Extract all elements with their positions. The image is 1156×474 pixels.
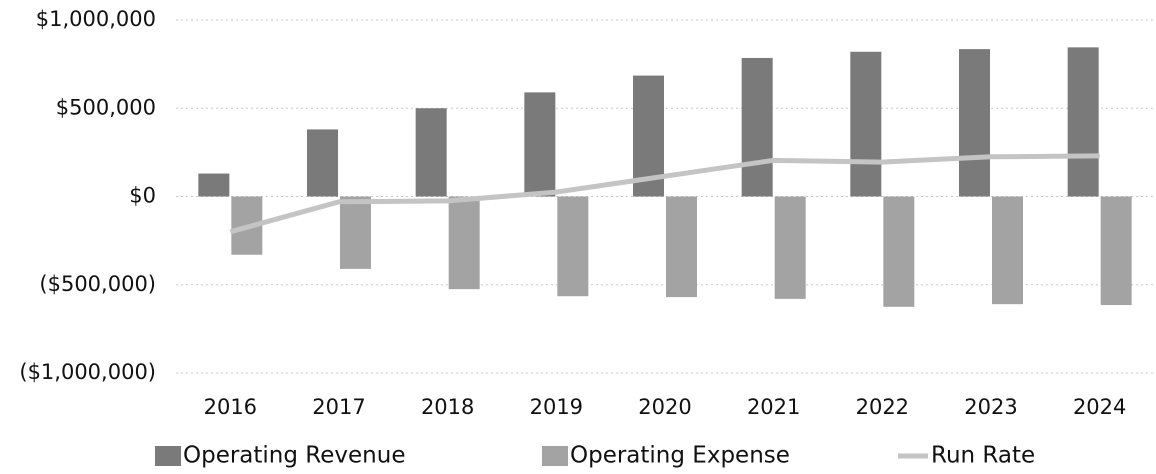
y-tick-label: ($1,000,000) xyxy=(19,360,156,384)
x-tick-label: 2017 xyxy=(312,395,365,419)
legend-label: Operating Revenue xyxy=(183,443,405,469)
y-tick-label: $0 xyxy=(129,184,156,208)
x-tick-label: 2020 xyxy=(638,395,691,419)
x-tick-label: 2022 xyxy=(856,395,909,419)
x-tick-label: 2016 xyxy=(204,395,257,419)
bar xyxy=(524,92,556,197)
x-tick-label: 2023 xyxy=(964,395,1017,419)
bar xyxy=(850,51,882,197)
bar xyxy=(741,57,773,197)
legend-swatch xyxy=(155,446,181,466)
bar xyxy=(1100,196,1132,306)
legend-swatch xyxy=(542,446,568,466)
line xyxy=(229,153,1100,235)
x-tick-label: 2019 xyxy=(530,395,583,419)
bar xyxy=(883,196,915,307)
x-tick-label: 2018 xyxy=(421,395,474,419)
bar xyxy=(557,196,589,297)
y-tick-label: $500,000 xyxy=(56,95,156,119)
bar xyxy=(1067,47,1099,197)
bar xyxy=(307,129,338,197)
legend-label: Run Rate xyxy=(931,443,1035,469)
bar xyxy=(198,173,230,197)
bar xyxy=(992,196,1023,305)
bar xyxy=(340,196,371,269)
bar xyxy=(415,108,447,197)
bar xyxy=(959,49,990,197)
y-tick-label: ($500,000) xyxy=(39,272,156,296)
x-tick-label: 2024 xyxy=(1073,395,1126,419)
y-tick-label: $1,000,000 xyxy=(36,7,156,31)
x-tick-label: 2021 xyxy=(747,395,800,419)
bar xyxy=(448,196,480,290)
legend-label: Operating Expense xyxy=(570,443,790,469)
bar xyxy=(666,196,697,298)
bar xyxy=(774,196,806,299)
